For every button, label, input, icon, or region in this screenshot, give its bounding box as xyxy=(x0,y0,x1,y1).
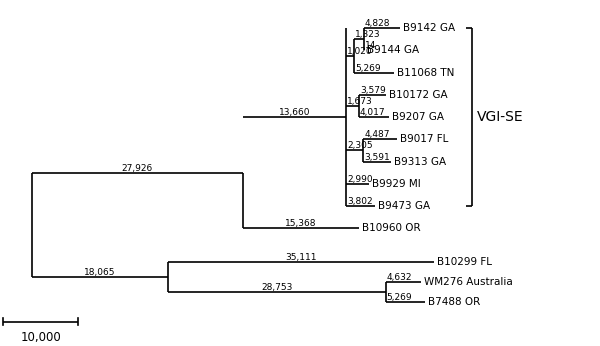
Text: 15,368: 15,368 xyxy=(285,219,317,228)
Text: 10,000: 10,000 xyxy=(20,331,61,344)
Text: B11068 TN: B11068 TN xyxy=(397,67,454,78)
Text: 2,305: 2,305 xyxy=(347,142,373,151)
Text: B9313 GA: B9313 GA xyxy=(394,157,446,167)
Text: 4,632: 4,632 xyxy=(386,273,412,282)
Text: 5,269: 5,269 xyxy=(386,293,412,302)
Text: 3,591: 3,591 xyxy=(365,153,391,162)
Text: 4,487: 4,487 xyxy=(365,130,390,139)
Text: 5,269: 5,269 xyxy=(355,64,380,73)
Text: B9017 FL: B9017 FL xyxy=(400,134,449,144)
Text: 2,990: 2,990 xyxy=(347,175,373,184)
Text: 14: 14 xyxy=(365,41,376,50)
Text: B9144 GA: B9144 GA xyxy=(367,45,419,55)
Text: B10299 FL: B10299 FL xyxy=(437,257,491,267)
Text: B7488 OR: B7488 OR xyxy=(428,297,481,307)
Text: 13,660: 13,660 xyxy=(278,108,310,117)
Text: B9142 GA: B9142 GA xyxy=(403,23,455,33)
Text: 1,020: 1,020 xyxy=(347,47,373,56)
Text: B9929 MI: B9929 MI xyxy=(371,179,421,189)
Text: B10172 GA: B10172 GA xyxy=(389,90,448,100)
Text: VGI-SE: VGI-SE xyxy=(477,110,524,124)
Text: 4,828: 4,828 xyxy=(365,19,391,28)
Text: B9473 GA: B9473 GA xyxy=(378,201,430,211)
Text: 4,017: 4,017 xyxy=(360,108,385,117)
Text: 28,753: 28,753 xyxy=(261,283,293,292)
Text: 35,111: 35,111 xyxy=(285,253,317,262)
Text: 27,926: 27,926 xyxy=(122,164,153,173)
Text: 1,673: 1,673 xyxy=(347,97,373,106)
Text: WM276 Australia: WM276 Australia xyxy=(424,277,512,287)
Text: B9207 GA: B9207 GA xyxy=(392,112,444,122)
Text: 18,065: 18,065 xyxy=(84,268,116,277)
Text: 3,802: 3,802 xyxy=(347,197,373,206)
Text: B10960 OR: B10960 OR xyxy=(362,224,421,233)
Text: 1,323: 1,323 xyxy=(355,30,380,39)
Text: 3,579: 3,579 xyxy=(360,86,386,95)
